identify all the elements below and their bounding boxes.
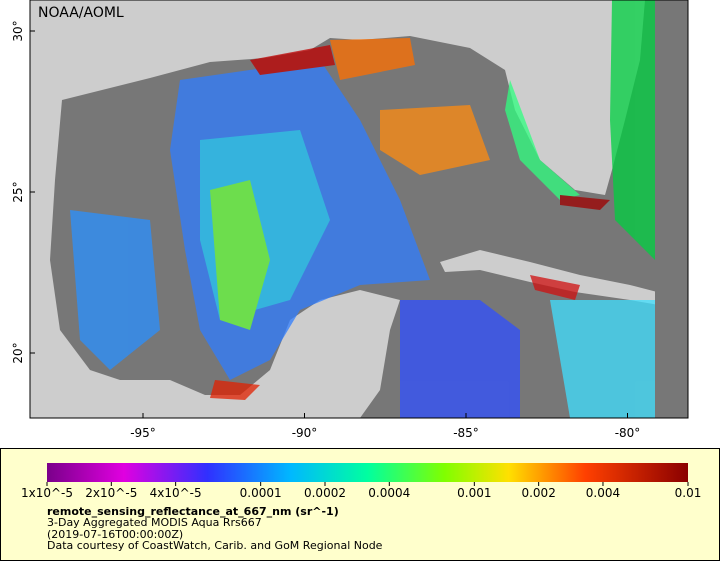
lon-label: -95° [130,426,156,440]
watermark: NOAA/AOML [38,5,124,21]
lon-label: -90° [292,426,318,440]
colorbar-label: 1x10^-5 [21,486,73,500]
colorbar-label: 0.002 [521,486,555,500]
cuba [440,250,688,310]
map-area [30,0,688,418]
caption-title: remote_sensing_reflectance_at_667_nm (sr… [47,505,339,518]
lat-label: 20° [11,342,25,363]
colorbar-label: 0.01 [675,486,702,500]
colorbar-label: 0.0002 [304,486,346,500]
lon-label: -85° [453,426,479,440]
data-patches [70,0,655,418]
lat-label: 30° [11,20,25,41]
lat-label: 25° [11,181,25,202]
colorbar-label: 0.0004 [368,486,410,500]
map-frame [29,0,689,419]
colorbar-label: 0.0001 [240,486,282,500]
colorbar-label: 4x10^-5 [150,486,202,500]
caption-line: (2019-07-16T00:00:00Z) [47,528,183,541]
colorbar-label: 0.001 [457,486,491,500]
caption-line: 3-Day Aggregated MODIS Aqua Rrs667 [47,516,262,529]
colorbar-label: 2x10^-5 [85,486,137,500]
lon-label: -80° [615,426,641,440]
colorbar-label: 0.004 [586,486,620,500]
caption-line: Data courtesy of CoastWatch, Carib. and … [47,539,383,552]
colorbar [47,463,688,482]
no-data-strip [655,0,688,418]
